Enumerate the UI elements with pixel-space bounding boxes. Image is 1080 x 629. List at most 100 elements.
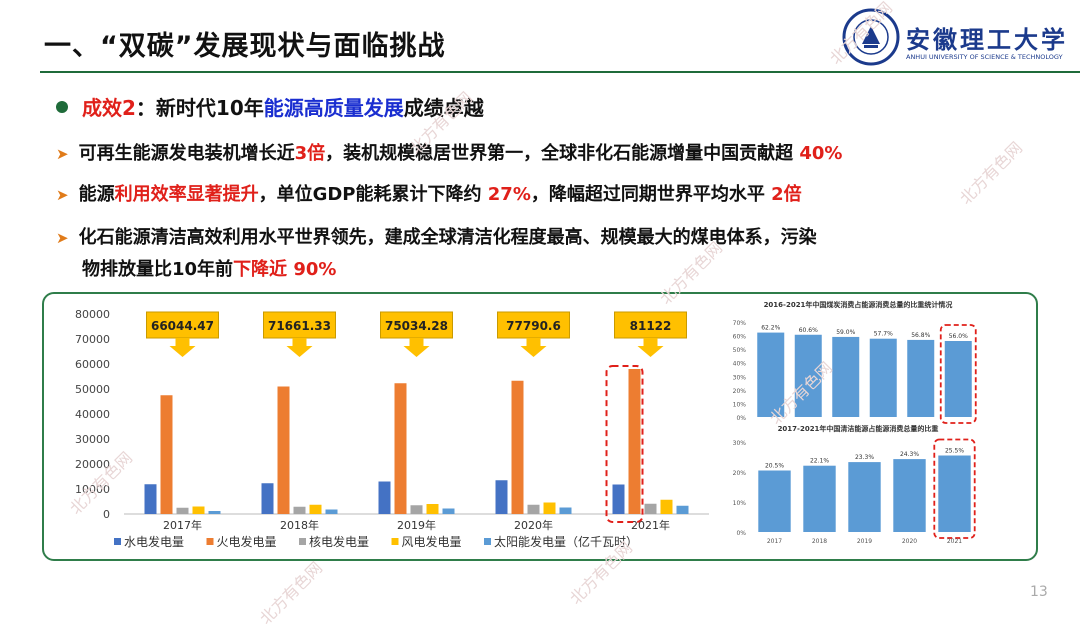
y-tick-label: 50%: [733, 347, 747, 354]
logo-name-cn: 安徽理工大学: [906, 25, 1068, 54]
highlight-box: [605, 365, 644, 523]
bullet-highlight: 2倍: [771, 184, 802, 205]
charts-panel: 0 10000 20000 30000 40000 50000 60000 70000 8000…: [42, 292, 1038, 561]
bullet-efficiency: ➤ 能源利用效率显著提升，单位GDP能耗累计下降约 27%，降幅超过同期世界平均水…: [56, 179, 802, 211]
callout-box: [146, 311, 219, 339]
y-tick-label: 60%: [733, 334, 747, 341]
data-label: 57.7%: [874, 331, 893, 338]
legend-swatch: [299, 538, 306, 545]
bar-核电发电量: [293, 506, 306, 514]
bar: [944, 341, 972, 417]
y-tick-label: 30%: [733, 374, 747, 381]
arrow-bullet-icon: ➤: [56, 229, 69, 247]
bar-火电发电量: [277, 386, 290, 514]
bar-核电发电量: [644, 503, 657, 514]
data-label: 60.6%: [799, 327, 818, 334]
x-tick-label: 2021年: [631, 518, 670, 532]
data-label: 24.3%: [900, 451, 919, 458]
arrow-bullet-icon: ➤: [56, 145, 69, 163]
power-generation-chart: 0 10000 20000 30000 40000 50000 60000 70000 8000…: [75, 308, 709, 549]
heading-part1: 成效2: [82, 96, 136, 120]
bullet-text: 可再生能源发电装机增长近: [78, 143, 295, 164]
bar: [869, 338, 897, 417]
y-tick-label: 30%: [733, 440, 747, 447]
bar-水电发电量: [495, 480, 508, 514]
x-tick-label: 2019年: [397, 518, 436, 532]
bar-水电发电量: [378, 481, 391, 514]
y-tick-label: 60000: [75, 358, 110, 371]
legend-label: 火电发电量: [217, 534, 277, 549]
data-label: 62.2%: [761, 325, 780, 332]
bar-核电发电量: [527, 504, 540, 514]
bar: [848, 462, 881, 532]
legend-swatch: [114, 538, 121, 545]
watermark: 北方有色网: [956, 138, 1027, 209]
bar: [758, 470, 791, 532]
bullet-text: 物排放量比10年前: [82, 259, 234, 280]
section-heading: 成效2：新时代10年能源高质量发展成绩卓越: [56, 92, 484, 121]
y-tick-label: 0%: [736, 530, 746, 537]
bar-核电发电量: [176, 507, 189, 514]
legend-swatch: [391, 538, 399, 545]
bar-火电发电量: [160, 395, 173, 514]
callout-label: 81122: [630, 319, 672, 333]
bar-火电发电量: [394, 383, 407, 514]
bullet-highlight: 90%: [287, 259, 337, 280]
chart-title: 2017-2021年中国清洁能源占能源消费总量的比重: [778, 424, 939, 433]
watermark: 北方有色网: [256, 558, 327, 629]
bullet-text: ，装机规模稳居世界第一，全球非化石能源增量中国贡献超: [325, 143, 800, 164]
bar: [907, 339, 935, 417]
data-label: 25.5%: [945, 448, 964, 455]
title-divider: [40, 71, 1080, 73]
logo-name-en: ANHUI UNIVERSITY OF SCIENCE & TECHNOLOGY: [906, 53, 1063, 61]
bar-水电发电量: [261, 483, 274, 514]
highlight-box: [933, 438, 976, 539]
heading-part3: 能源高质量发展: [263, 96, 404, 120]
y-tick-label: 0%: [736, 415, 746, 422]
y-tick-label: 20%: [733, 470, 747, 477]
y-tick-label: 30000: [75, 433, 110, 446]
bullet-highlight: 3倍: [294, 143, 326, 164]
x-tick-label: 2017年: [163, 518, 202, 532]
bar: [832, 336, 860, 417]
bar-火电发电量: [628, 369, 641, 514]
bullet-dot-icon: [56, 101, 68, 113]
legend-swatch: [206, 538, 214, 545]
bar: [757, 332, 785, 417]
legend-label: 水电发电量: [124, 534, 184, 549]
university-seal-icon: [842, 8, 900, 66]
bar-太阳能发电量（亿千瓦时）: [442, 508, 455, 514]
down-arrow-icon: [286, 338, 313, 357]
callout-box: [380, 311, 453, 339]
y-tick-label: 0: [103, 508, 110, 521]
bullet-text: 化石能源清洁高效利用水平世界领先，建成全球清洁化程度最高、规模最大的煤电体系，污…: [78, 227, 817, 248]
bullet-renewable: ➤ 可再生能源发电装机增长近3倍，装机规模稳居世界第一，全球非化石能源增量中国贡献…: [56, 138, 842, 170]
bar-风电发电量: [192, 506, 205, 514]
x-tick-label: 2017: [767, 538, 782, 545]
legend-label: 太阳能发电量（亿千瓦时）: [494, 534, 638, 549]
data-label: 56.0%: [949, 333, 968, 340]
clean-energy-share-chart: 2017-2021年中国清洁能源占能源消费总量的比重 0% 10% 20% 30% 20.…: [733, 424, 976, 545]
bullet-text: 能源: [78, 184, 115, 205]
x-tick-label: 2020: [902, 538, 917, 545]
x-tick-label: 2018: [812, 538, 827, 545]
bar-水电发电量: [612, 484, 625, 514]
bullet-highlight: 下降近: [233, 259, 288, 280]
bar-水电发电量: [144, 484, 157, 514]
down-arrow-icon: [169, 338, 196, 357]
callout-box: [497, 311, 570, 339]
data-label: 20.5%: [765, 463, 784, 470]
bar-风电发电量: [426, 504, 439, 514]
y-tick-label: 50000: [75, 383, 110, 396]
y-tick-label: 80000: [75, 308, 110, 321]
y-tick-label: 10%: [733, 500, 747, 507]
bar-风电发电量: [660, 499, 673, 514]
page-number: 13: [1030, 584, 1048, 600]
bullet-highlight: 27%: [487, 184, 531, 205]
legend-label: 风电发电量: [402, 534, 462, 549]
chart-title: 2016-2021年中国煤炭消费占能源消费总量的比重统计情况: [764, 300, 953, 309]
bar: [803, 465, 836, 532]
x-tick-label: 2019: [857, 538, 872, 545]
callout-label: 71661.33: [268, 319, 331, 333]
data-label: 23.3%: [855, 454, 874, 461]
